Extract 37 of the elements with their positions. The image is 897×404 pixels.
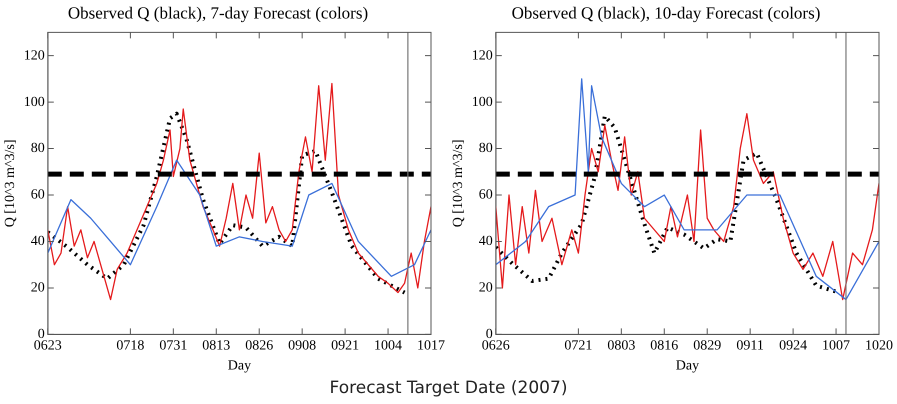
y-tick-label: 120 [24,48,45,64]
y-tick-label: 80 [30,141,45,156]
y-axis-title: Q [10^3 m^3/s] [451,139,466,228]
x-tick-label: 0908 [288,338,316,354]
x-tick-label: 0803 [607,338,636,354]
y-tick-label: 40 [30,234,45,250]
x-axis-title: Day [228,358,252,374]
x-tick-label: 0829 [693,338,722,354]
y-tick-label: 120 [472,48,493,64]
chart-title: Observed Q (black), 7-day Forecast (colors) [68,4,368,23]
x-tick-label: 0626 [482,338,510,354]
text: Forecast Target Date (2007) [328,378,568,398]
y-tick-label: 20 [30,280,45,296]
x-tick-label: 0816 [650,338,678,354]
x-tick-label: 0911 [736,338,764,354]
y-axis-title: Q [10^3 m^3/s] [3,139,18,228]
x-tick-label: 0731 [159,338,188,354]
y-tick-label: 60 [30,188,45,203]
y-tick-label: 20 [478,280,493,296]
x-tick-label: 1004 [374,338,402,354]
y-tick-label: 80 [478,141,493,156]
x-tick-label: 1007 [822,338,850,354]
x-tick-label: 0721 [564,338,592,354]
x-tick-label: 0718 [116,338,144,354]
x-tick-label: 0813 [202,338,230,354]
x-tick-label: 1017 [417,338,445,354]
chart-title: Observed Q (black), 10-day Forecast (colors) [512,4,820,23]
x-tick-label: 0826 [245,338,274,354]
x-tick-label: 0623 [34,338,62,354]
y-tick-label: 40 [478,234,493,250]
y-tick-label: 100 [24,94,45,110]
x-tick-label: 0921 [331,338,360,354]
y-tick-label: 60 [478,188,493,203]
y-tick-label: 100 [472,94,493,110]
x-tick-label: 1020 [865,338,893,354]
x-axis-title: Day [676,358,700,374]
x-tick-label: 0924 [779,338,808,354]
